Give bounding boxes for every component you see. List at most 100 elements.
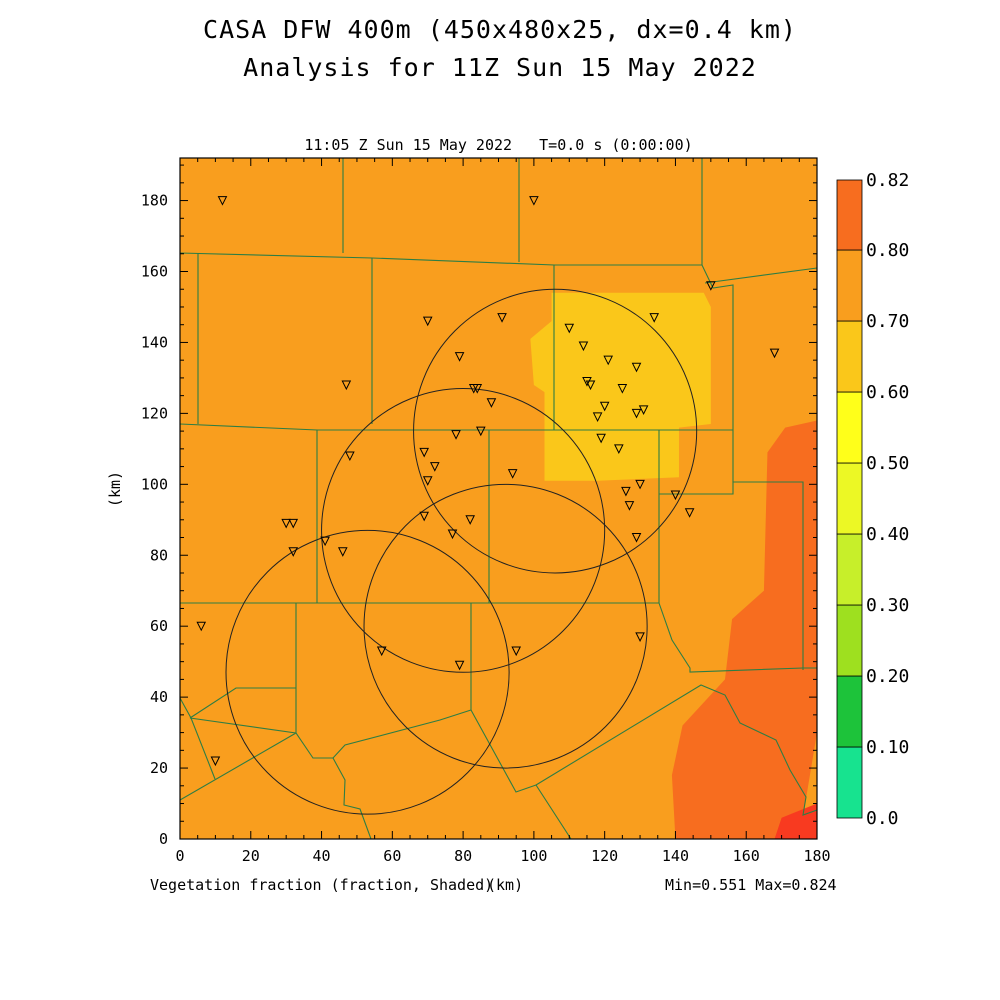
radar-ring-0 bbox=[413, 288, 698, 574]
county-line-5 bbox=[554, 264, 734, 482]
x-axis-label: (km) bbox=[487, 876, 524, 894]
colorbar-label-5: 0.50 bbox=[866, 453, 909, 474]
station-marker-3 bbox=[769, 348, 780, 359]
y-tick-label-5: 100 bbox=[141, 475, 168, 493]
station-marker-5 bbox=[497, 313, 507, 323]
field-region-2 bbox=[671, 282, 817, 839]
x-tick-label-8: 160 bbox=[733, 847, 760, 865]
county-line-13 bbox=[180, 602, 817, 673]
colorbar-segment-0 bbox=[836, 746, 863, 819]
y-tick-label-3: 60 bbox=[150, 617, 168, 635]
station-marker-48 bbox=[376, 646, 387, 657]
station-marker-15 bbox=[585, 380, 596, 391]
station-marker-23 bbox=[451, 430, 461, 440]
station-marker-0 bbox=[217, 196, 228, 206]
station-marker-29 bbox=[429, 462, 440, 472]
x-tick-label-9: 180 bbox=[803, 847, 830, 865]
station-marker-16 bbox=[617, 384, 628, 394]
station-marker-20 bbox=[638, 405, 649, 415]
station-marker-8 bbox=[578, 341, 589, 352]
station-marker-2 bbox=[706, 281, 716, 291]
station-marker-25 bbox=[596, 433, 606, 444]
station-marker-30 bbox=[507, 469, 518, 479]
station-marker-41 bbox=[447, 529, 458, 540]
colorbar-label-9: 0.82 bbox=[866, 170, 909, 191]
field-region-1 bbox=[530, 292, 711, 481]
y-axis-label: (km) bbox=[106, 470, 124, 508]
colorbar-label-8: 0.80 bbox=[866, 240, 909, 261]
station-marker-43 bbox=[320, 536, 330, 547]
x-tick-label-4: 80 bbox=[454, 847, 472, 865]
station-marker-50 bbox=[454, 660, 465, 671]
colorbar-segment-6 bbox=[836, 320, 863, 393]
min-max-label: Min=0.551 Max=0.824 bbox=[665, 876, 837, 894]
colorbar-label-1: 0.10 bbox=[866, 737, 909, 758]
y-tick-label-0: 0 bbox=[159, 830, 168, 848]
y-tick-label-9: 180 bbox=[141, 192, 168, 210]
colorbar-label-7: 0.70 bbox=[866, 311, 909, 332]
station-marker-45 bbox=[337, 547, 348, 557]
y-tick-label-1: 20 bbox=[150, 759, 168, 777]
station-marker-21 bbox=[592, 412, 603, 423]
colorbar-segment-3 bbox=[836, 533, 863, 606]
x-tick-label-6: 120 bbox=[591, 847, 618, 865]
station-marker-4 bbox=[422, 316, 433, 327]
county-line-17 bbox=[180, 603, 472, 801]
station-marker-28 bbox=[345, 451, 355, 462]
station-marker-44 bbox=[288, 547, 299, 557]
station-marker-36 bbox=[624, 501, 635, 511]
field-region-3 bbox=[774, 803, 817, 839]
station-marker-9 bbox=[454, 352, 465, 362]
colorbar-segment-2 bbox=[836, 604, 863, 677]
radar-range-rings bbox=[225, 288, 698, 815]
station-marker-49 bbox=[511, 646, 522, 657]
radar-ring-3 bbox=[225, 529, 510, 815]
colorbar-label-0: 0.0 bbox=[866, 808, 899, 829]
colorbar-segment-1 bbox=[836, 675, 863, 748]
colorbar-segment-7 bbox=[836, 249, 863, 322]
x-tick-label-3: 60 bbox=[383, 847, 401, 865]
county-line-19 bbox=[535, 684, 817, 816]
chart-title: CASA DFW 400m (450x480x25, dx=0.4 km) bbox=[203, 15, 797, 44]
station-marker-26 bbox=[614, 444, 624, 454]
colorbar-label-3: 0.30 bbox=[866, 595, 909, 616]
x-tick-label-2: 40 bbox=[313, 847, 331, 865]
station-marker-11 bbox=[631, 362, 642, 373]
station-marker-7 bbox=[564, 323, 575, 334]
station-marker-47 bbox=[635, 632, 645, 642]
valid-time-label: 11:05 Z Sun 15 May 2022 T=0.0 s (0:00:00… bbox=[304, 136, 693, 154]
county-boundaries bbox=[180, 158, 817, 839]
colorbar-label-6: 0.60 bbox=[866, 382, 909, 403]
station-marker-51 bbox=[210, 756, 221, 767]
y-tick-label-6: 120 bbox=[141, 404, 168, 422]
station-marker-17 bbox=[468, 384, 479, 394]
county-line-16 bbox=[189, 687, 296, 719]
station-marker-42 bbox=[631, 533, 642, 543]
station-marker-24 bbox=[475, 426, 486, 437]
county-line-18 bbox=[470, 709, 572, 839]
field-description: Vegetation fraction (fraction, Shaded) bbox=[150, 876, 494, 894]
station-marker-31 bbox=[422, 476, 433, 486]
station-marker-22 bbox=[631, 408, 642, 419]
county-line-12 bbox=[659, 481, 804, 670]
station-marker-1 bbox=[529, 196, 539, 206]
station-marker-39 bbox=[419, 511, 429, 522]
chart-subtitle: Analysis for 11Z Sun 15 May 2022 bbox=[243, 53, 757, 82]
station-marker-19 bbox=[599, 401, 610, 412]
station-marker-32 bbox=[621, 486, 631, 497]
x-tick-label-5: 100 bbox=[520, 847, 547, 865]
station-marker-10 bbox=[603, 355, 614, 366]
station-marker-37 bbox=[281, 518, 291, 529]
station-marker-35 bbox=[684, 508, 695, 518]
station-marker-40 bbox=[465, 515, 475, 525]
x-tick-label-7: 140 bbox=[662, 847, 689, 865]
x-tick-label-1: 20 bbox=[242, 847, 260, 865]
station-marker-18 bbox=[486, 398, 497, 408]
station-marker-33 bbox=[635, 479, 645, 490]
county-line-6 bbox=[704, 267, 817, 284]
county-line-20 bbox=[332, 757, 372, 839]
axes: 0 20 40 60 80 100 120 140 160 180 0 20 40 60 80 100 120 1… bbox=[141, 158, 831, 865]
station-markers bbox=[196, 196, 780, 767]
radar-ring-1 bbox=[321, 388, 606, 673]
colorbar: 0.0 0.10 0.20 0.30 0.40 0.50 0.60 0.70 0.80 0.82 bbox=[836, 170, 909, 829]
